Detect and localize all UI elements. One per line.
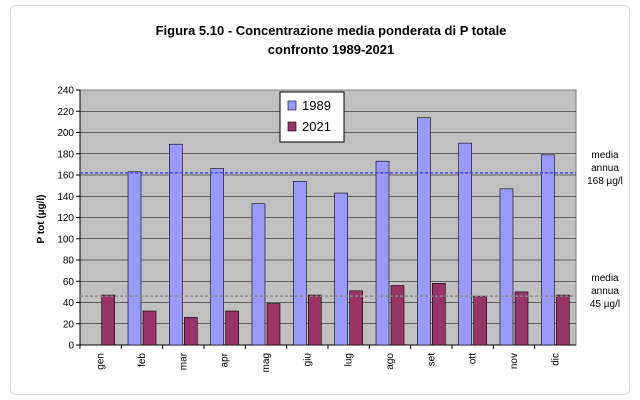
y-tick-label: 80 (63, 256, 75, 267)
legend-label-2021: 2021 (302, 119, 331, 134)
bar-2021-ago (390, 285, 405, 346)
chart-subtitle: confronto 1989-2021 (268, 42, 394, 57)
x-tick-label: ott (468, 353, 479, 364)
x-tick-label: gen (96, 353, 107, 370)
y-tick-label: 200 (57, 128, 74, 139)
bar-1989-lug (334, 192, 348, 346)
bar-1989-apr (210, 168, 224, 346)
bar-1989-ott (458, 142, 472, 346)
bar-1989-giu (293, 181, 307, 346)
y-tick-label: 160 (57, 171, 74, 182)
x-tick-label: apr (220, 352, 231, 367)
bar-1989-ago (375, 160, 390, 346)
bar-2021-set (432, 283, 446, 346)
x-tick-label: dic (550, 353, 561, 366)
chart-container: Figura 5.10 - Concentrazione media ponde… (10, 5, 630, 395)
bar-2021-apr (225, 310, 239, 346)
bar-2021-mar (184, 317, 198, 346)
x-tick-label: mar (178, 352, 189, 370)
legend-swatch-2021 (287, 121, 297, 132)
legend-label-1989: 1989 (302, 98, 331, 113)
bar-2021-gen (101, 294, 115, 346)
bar-1989-nov (499, 188, 514, 346)
reference-label: media (591, 273, 619, 284)
y-tick-label: 180 (57, 149, 74, 160)
bar-1989-mar (169, 143, 183, 346)
y-tick-label: 60 (63, 277, 75, 288)
x-tick-label: feb (137, 353, 148, 367)
bar-2021-nov (514, 291, 529, 346)
reference-line-labels: media annua 168 µg/l media annua 45 µg/l (587, 150, 623, 310)
legend-swatch-1989 (287, 100, 297, 111)
y-tick-label: 100 (57, 234, 74, 245)
legend-box (279, 91, 345, 143)
bar-chart: Figura 5.10 - Concentrazione media ponde… (36, 23, 623, 372)
x-tick-label: mag (261, 353, 272, 372)
chart-title: Figura 5.10 - Concentrazione media ponde… (156, 23, 507, 38)
bar-1989-mag (251, 203, 266, 346)
legend: 1989 2021 (279, 91, 345, 143)
x-tick-label: lug (344, 353, 355, 366)
y-tick-label: 40 (63, 298, 75, 309)
y-tick-label: 220 (57, 107, 74, 118)
reference-label: annua (591, 163, 619, 174)
reference-label: 45 µg/l (590, 299, 620, 310)
bar-2021-giu (308, 294, 322, 346)
bar-1989-feb (127, 171, 142, 346)
reference-label: 168 µg/l (587, 176, 623, 187)
reference-label: media (591, 150, 619, 161)
y-tick-label: 140 (57, 192, 74, 203)
bar-2021-dic (556, 294, 570, 346)
bar-2021-mag (266, 303, 281, 346)
x-tick-label: ago (385, 353, 396, 370)
bar-2021-ott (473, 295, 487, 346)
reference-label: annua (591, 286, 619, 297)
y-axis-label: P tot (µg/l) (36, 195, 47, 244)
y-tick-label: 20 (63, 319, 75, 330)
bar-1989-dic (541, 154, 555, 346)
bar-2021-lug (349, 290, 363, 346)
y-tick-label: 120 (57, 213, 74, 224)
bar-1989-set (417, 117, 431, 346)
x-tick-label: nov (509, 353, 520, 369)
x-tick-label: set (426, 353, 437, 367)
y-tick-label: 240 (57, 86, 74, 97)
y-tick-label: 0 (68, 341, 74, 352)
x-tick-label: giu (302, 353, 313, 366)
bar-2021-feb (142, 310, 157, 346)
